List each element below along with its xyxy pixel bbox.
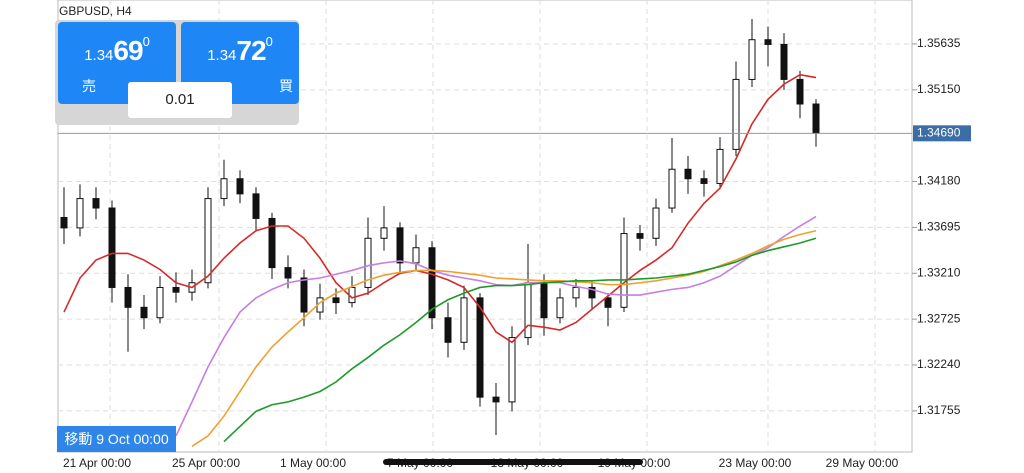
candle-body	[764, 39, 772, 45]
x-tick-label: 25 Apr 00:00	[172, 456, 240, 470]
symbol: GBPUSD, H4	[59, 4, 132, 18]
x-tick-label: 21 Apr 00:00	[63, 456, 131, 470]
price-big: 72	[236, 35, 266, 66]
candle-body	[76, 198, 84, 229]
home-indicator	[383, 459, 643, 465]
price-sup: 0	[142, 34, 150, 49]
current-price-label: 1.34690	[917, 126, 961, 140]
current-price-box	[913, 125, 971, 142]
candle-body	[556, 297, 564, 319]
candle-body	[508, 337, 516, 403]
moving-average	[191, 229, 817, 447]
candle-body	[540, 282, 548, 319]
candle-body	[668, 168, 676, 209]
candle-body	[364, 237, 372, 288]
candle-body	[92, 198, 100, 209]
y-tick-label: 1.35150	[917, 82, 961, 96]
y-tick-label: 1.32725	[917, 311, 961, 325]
buy-button[interactable]: 1.34720 買	[181, 22, 299, 104]
candle-body	[124, 286, 132, 308]
candle-body	[396, 227, 404, 264]
candle-body	[700, 178, 708, 184]
candle-body	[428, 247, 436, 319]
candle-body	[268, 217, 276, 269]
candle-body	[220, 178, 228, 200]
price-sup: 0	[265, 34, 273, 49]
candle-body	[332, 297, 340, 304]
y-tick-label: 1.32240	[917, 357, 961, 371]
candle-body	[444, 317, 452, 343]
candle-body	[108, 207, 116, 288]
candle-body	[812, 103, 820, 134]
candle-body	[204, 198, 212, 284]
y-tick-label: 1.34180	[917, 174, 961, 188]
candle-body	[252, 193, 260, 219]
moving-average	[223, 237, 817, 443]
candle-body	[636, 233, 644, 239]
candle-body	[716, 148, 724, 184]
y-tick-label: 1.35635	[917, 36, 961, 50]
candle-body	[796, 78, 804, 105]
y-tick-label: 1.33210	[917, 265, 961, 279]
moving-average	[175, 215, 817, 437]
lot-input[interactable]: 0.01	[128, 82, 232, 118]
candle-body	[748, 39, 756, 80]
candle-body	[492, 396, 500, 403]
candle-body	[620, 233, 628, 308]
price-prefix: 1.34	[207, 47, 237, 64]
candle-body	[460, 297, 468, 343]
price-big: 69	[113, 35, 143, 66]
candle-body	[140, 306, 148, 319]
crosshair-label: 移動 9 Oct 00:00	[57, 426, 176, 452]
candle-body	[604, 297, 612, 308]
price-prefix: 1.34	[84, 47, 114, 64]
candle-body	[284, 267, 292, 279]
candle-body	[572, 286, 580, 299]
sell-label: 売	[82, 78, 96, 94]
candle-body	[156, 286, 164, 319]
candle-body	[172, 286, 180, 293]
candle-body	[60, 216, 68, 229]
plot-frame	[57, 0, 913, 453]
moving-average	[63, 73, 817, 344]
candle-body	[300, 277, 308, 313]
candle-body	[732, 78, 740, 150]
candle-body	[412, 247, 420, 264]
x-tick-label: 1 May 00:00	[280, 456, 346, 470]
candle-body	[684, 168, 692, 180]
candle-body	[236, 178, 244, 195]
trade-panel: GBPUSD, H4 1.34690 売 1.34720 買 0.01	[55, 0, 299, 125]
y-tick-label: 1.31755	[917, 403, 961, 417]
candle-body	[780, 43, 788, 80]
x-tick-label: 29 May 00:00	[826, 456, 899, 470]
candle-body	[476, 297, 484, 398]
buy-label: 買	[279, 78, 293, 94]
y-tick-label: 1.33695	[917, 220, 961, 234]
candle-body	[652, 207, 660, 239]
candle-body	[588, 286, 596, 299]
x-tick-label: 23 May 00:00	[719, 456, 792, 470]
candle-body	[380, 227, 388, 239]
candle-body	[524, 282, 532, 339]
